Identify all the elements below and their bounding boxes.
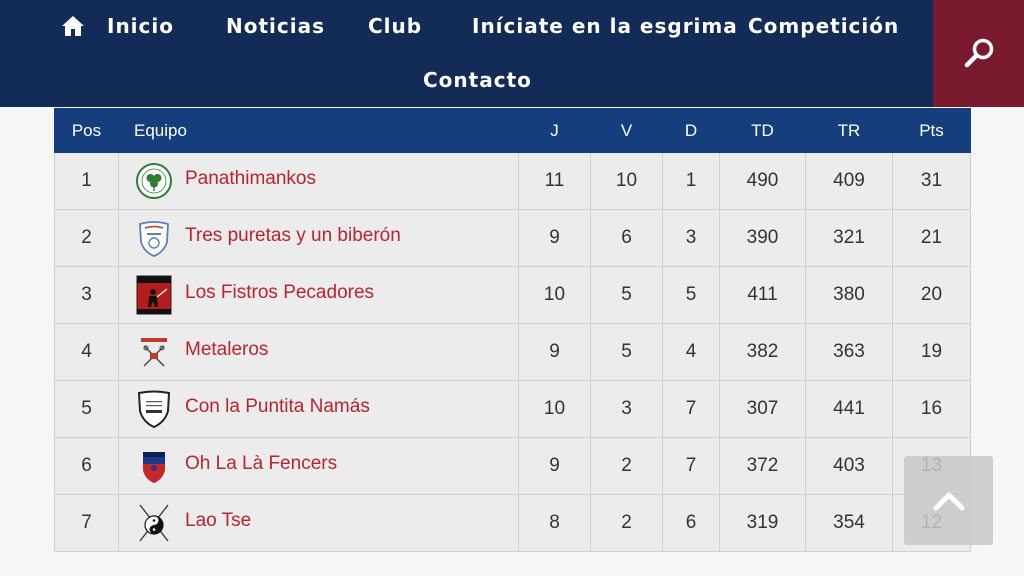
cell-won: 2 (590, 437, 663, 495)
cell-points: 20 (892, 266, 971, 324)
shield-crest-logo[interactable] (136, 218, 172, 258)
cell-won: 6 (590, 209, 663, 267)
yin-yang-swords-logo[interactable] (136, 503, 172, 543)
cell-points: 21 (892, 209, 971, 267)
cell-played: 8 (518, 494, 591, 552)
cell-played: 9 (518, 209, 591, 267)
table-row: 3 Los Fistros Pecadores (54, 266, 971, 324)
team-link[interactable]: Lao Tse (185, 510, 252, 531)
cell-touches-given: 307 (719, 380, 806, 438)
team-link[interactable]: Metaleros (185, 339, 269, 360)
cell-touches-given: 411 (719, 266, 806, 324)
cell-team: Con la Puntita Namás (118, 380, 519, 438)
cell-won: 5 (590, 323, 663, 381)
cell-lost: 5 (662, 266, 720, 324)
main-navbar: Inicio Noticias Club Iníciate en la esgr… (0, 0, 1024, 107)
crossed-swords-logo[interactable] (136, 332, 172, 372)
cell-team: Lao Tse (118, 494, 519, 552)
clover-badge-logo[interactable] (136, 161, 172, 201)
cell-points: 31 (892, 152, 971, 210)
blue-red-shield-logo[interactable] (136, 446, 172, 486)
chevron-up-icon (933, 492, 965, 511)
nav-item-inicio[interactable]: Inicio (107, 14, 174, 38)
cell-played: 11 (518, 152, 591, 210)
cell-touches-given: 490 (719, 152, 806, 210)
cell-touches-received: 321 (805, 209, 893, 267)
cell-won: 5 (590, 266, 663, 324)
table-row: 1 Panathimankos (54, 152, 971, 210)
red-black-fencer-logo[interactable] (136, 275, 172, 315)
cell-won: 10 (590, 152, 663, 210)
cell-team: Tres puretas y un biberón (118, 209, 519, 267)
cell-touches-given: 372 (719, 437, 806, 495)
cell-touches-received: 354 (805, 494, 893, 552)
nav-item-noticias[interactable]: Noticias (226, 14, 326, 38)
cell-touches-given: 319 (719, 494, 806, 552)
header-team[interactable]: Equipo (118, 108, 519, 153)
cell-points: 19 (892, 323, 971, 381)
home-icon[interactable] (61, 15, 85, 37)
cell-pos: 7 (54, 494, 119, 552)
cell-touches-given: 390 (719, 209, 806, 267)
search-icon (964, 38, 994, 68)
cell-played: 9 (518, 323, 591, 381)
nav-item-competicion[interactable]: Competición (748, 14, 900, 38)
cell-won: 2 (590, 494, 663, 552)
cell-pos: 4 (54, 323, 119, 381)
standings-table: Pos Equipo J V D TD TR Pts 1 (54, 108, 971, 552)
team-link[interactable]: Los Fistros Pecadores (185, 282, 375, 303)
table-header-row: Pos Equipo J V D TD TR Pts (54, 108, 971, 153)
cell-touches-received: 441 (805, 380, 893, 438)
cell-pos: 3 (54, 266, 119, 324)
header-won[interactable]: V (590, 108, 663, 153)
cell-points: 16 (892, 380, 971, 438)
cell-won: 3 (590, 380, 663, 438)
cell-played: 10 (518, 266, 591, 324)
nav-item-contacto[interactable]: Contacto (423, 68, 532, 92)
cell-pos: 2 (54, 209, 119, 267)
header-pos[interactable]: Pos (54, 108, 119, 153)
cell-team: Oh La Là Fencers (118, 437, 519, 495)
cell-lost: 6 (662, 494, 720, 552)
cell-lost: 1 (662, 152, 720, 210)
cell-played: 9 (518, 437, 591, 495)
table-row: 5 Con la Puntita Namás 10 3 7 (54, 380, 971, 438)
header-lost[interactable]: D (662, 108, 720, 153)
cell-team: Los Fistros Pecadores (118, 266, 519, 324)
table-row: 6 Oh La Là Fencers 9 2 7 3 (54, 437, 971, 495)
cell-touches-received: 409 (805, 152, 893, 210)
cell-pos: 1 (54, 152, 119, 210)
cell-pos: 5 (54, 380, 119, 438)
white-shield-logo[interactable] (136, 389, 172, 429)
cell-played: 10 (518, 380, 591, 438)
cell-lost: 4 (662, 323, 720, 381)
header-played[interactable]: J (518, 108, 591, 153)
team-link[interactable]: Panathimankos (185, 168, 316, 189)
table-row: 7 Lao Tse 8 (54, 494, 971, 552)
cell-touches-received: 403 (805, 437, 893, 495)
table-row: 4 Metaleros 9 (54, 323, 971, 381)
cell-pos: 6 (54, 437, 119, 495)
back-to-top-button[interactable] (904, 456, 993, 545)
team-link[interactable]: Tres puretas y un biberón (185, 225, 401, 246)
nav-item-club[interactable]: Club (368, 14, 423, 38)
team-link[interactable]: Oh La Là Fencers (185, 453, 338, 474)
cell-touches-received: 380 (805, 266, 893, 324)
cell-team: Panathimankos (118, 152, 519, 210)
cell-lost: 3 (662, 209, 720, 267)
cell-lost: 7 (662, 380, 720, 438)
search-button[interactable] (933, 0, 1024, 107)
header-touches-given[interactable]: TD (719, 108, 806, 153)
nav-item-iniciate[interactable]: Iníciate en la esgrima (472, 14, 738, 38)
table-row: 2 Tres puretas y un biberón 9 6 (54, 209, 971, 267)
cell-touches-given: 382 (719, 323, 806, 381)
header-points[interactable]: Pts (892, 108, 971, 153)
team-link[interactable]: Con la Puntita Namás (185, 396, 370, 417)
cell-touches-received: 363 (805, 323, 893, 381)
cell-team: Metaleros (118, 323, 519, 381)
header-touches-received[interactable]: TR (805, 108, 893, 153)
cell-lost: 7 (662, 437, 720, 495)
